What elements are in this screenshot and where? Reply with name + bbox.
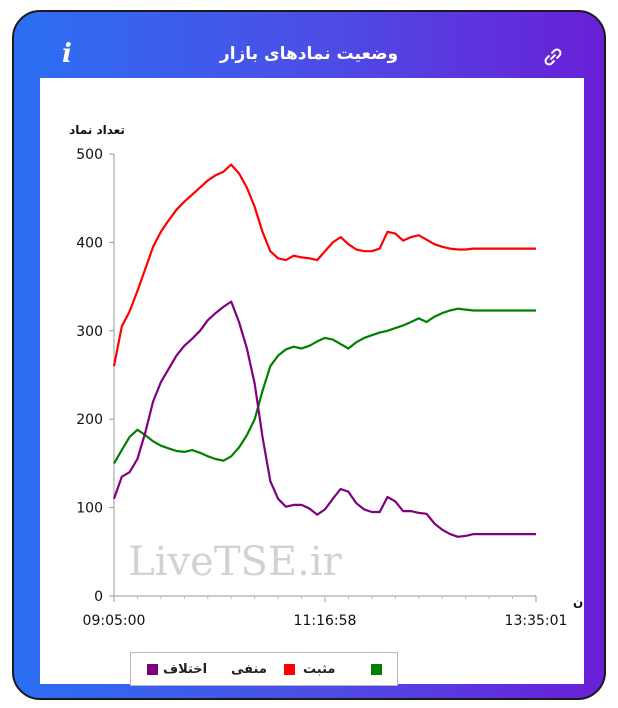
axes: 0 100 200 300 400 500 09:05:00 11:16:58 13:35:01 (76, 147, 567, 629)
series-line-1 (113, 307, 536, 464)
legend-swatch (147, 664, 158, 675)
chart-card: i وضعیت نمادهای بازار LiveTSE.ir تعداد ن… (12, 10, 606, 700)
series-layer (112, 163, 536, 538)
x-axis-label: زمان (573, 595, 584, 609)
y-tick-label: 200 (76, 412, 103, 428)
series-line-2 (112, 300, 536, 538)
y-tick-label: 500 (76, 147, 103, 163)
link-icon[interactable] (542, 46, 564, 68)
page-title: وضعیت نمادهای بازار (219, 44, 399, 64)
x-tick-label: 13:35:01 (505, 613, 568, 629)
y-tick-label: 400 (76, 235, 103, 251)
y-tick-label: 0 (94, 589, 103, 605)
x-tick-label: 11:16:58 (294, 613, 357, 629)
chart-panel: LiveTSE.ir تعداد نماد زمان 0 100 200 300 400… (40, 78, 602, 686)
legend-label: منفی (231, 662, 267, 677)
watermark: LiveTSE.ir (128, 539, 342, 585)
info-icon[interactable]: i (62, 39, 72, 69)
legend-swatch (284, 664, 295, 675)
line-chart: LiveTSE.ir تعداد نماد زمان 0 100 200 300 400… (69, 123, 602, 629)
series-line-0 (112, 163, 536, 367)
legend-label: مثبت (303, 662, 336, 677)
y-tick-label: 100 (76, 501, 103, 517)
x-tick-label: 09:05:00 (83, 613, 146, 629)
legend-swatch (371, 664, 382, 675)
legend: مثبت منفی اختلاف (130, 652, 398, 686)
card-header: i وضعیت نمادهای بازار (14, 12, 604, 78)
y-axis-label: تعداد نماد (69, 123, 125, 137)
y-tick-label: 300 (76, 324, 103, 340)
legend-label: اختلاف (163, 662, 208, 677)
